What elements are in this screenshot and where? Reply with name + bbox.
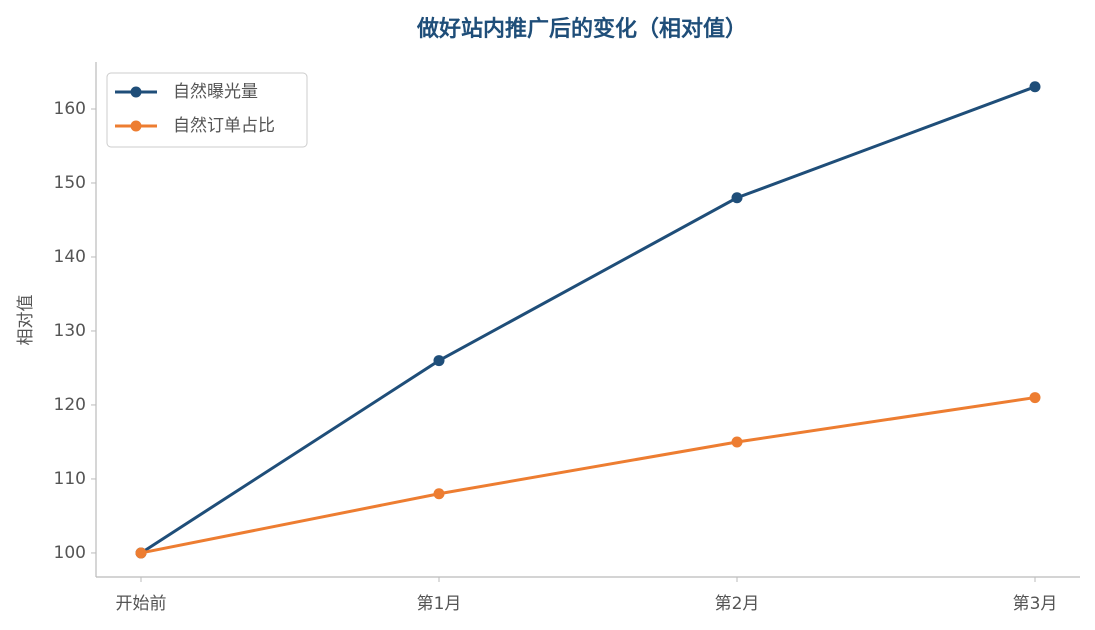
y-tick-label: 120: [54, 395, 86, 415]
data-point: [731, 192, 743, 204]
legend-label: 自然订单占比: [173, 116, 275, 136]
data-point: [135, 547, 147, 559]
y-tick-label: 110: [54, 469, 86, 489]
x-tick-label: 第2月: [715, 594, 760, 614]
legend-label: 自然曝光量: [173, 82, 258, 102]
data-point: [433, 355, 445, 367]
data-point: [1029, 81, 1041, 93]
legend-marker: [130, 86, 142, 98]
data-point: [1029, 392, 1041, 404]
y-axis-label: 相对值: [16, 295, 36, 346]
series-line: [140, 396, 1036, 555]
data-point: [433, 488, 445, 500]
data-point: [731, 436, 743, 448]
x-tick-label: 开始前: [116, 594, 167, 614]
y-tick-label: 130: [54, 321, 86, 341]
x-tick-label: 第1月: [417, 594, 462, 614]
y-tick-label: 100: [54, 543, 86, 563]
y-tick-label: 160: [54, 99, 86, 119]
y-tick-label: 140: [54, 247, 86, 267]
series-line: [140, 85, 1036, 555]
y-tick-label: 150: [54, 173, 86, 193]
x-tick-label: 第3月: [1013, 594, 1058, 614]
chart-title: 做好站内推广后的变化（相对值）: [416, 16, 747, 42]
legend-marker: [130, 120, 142, 132]
